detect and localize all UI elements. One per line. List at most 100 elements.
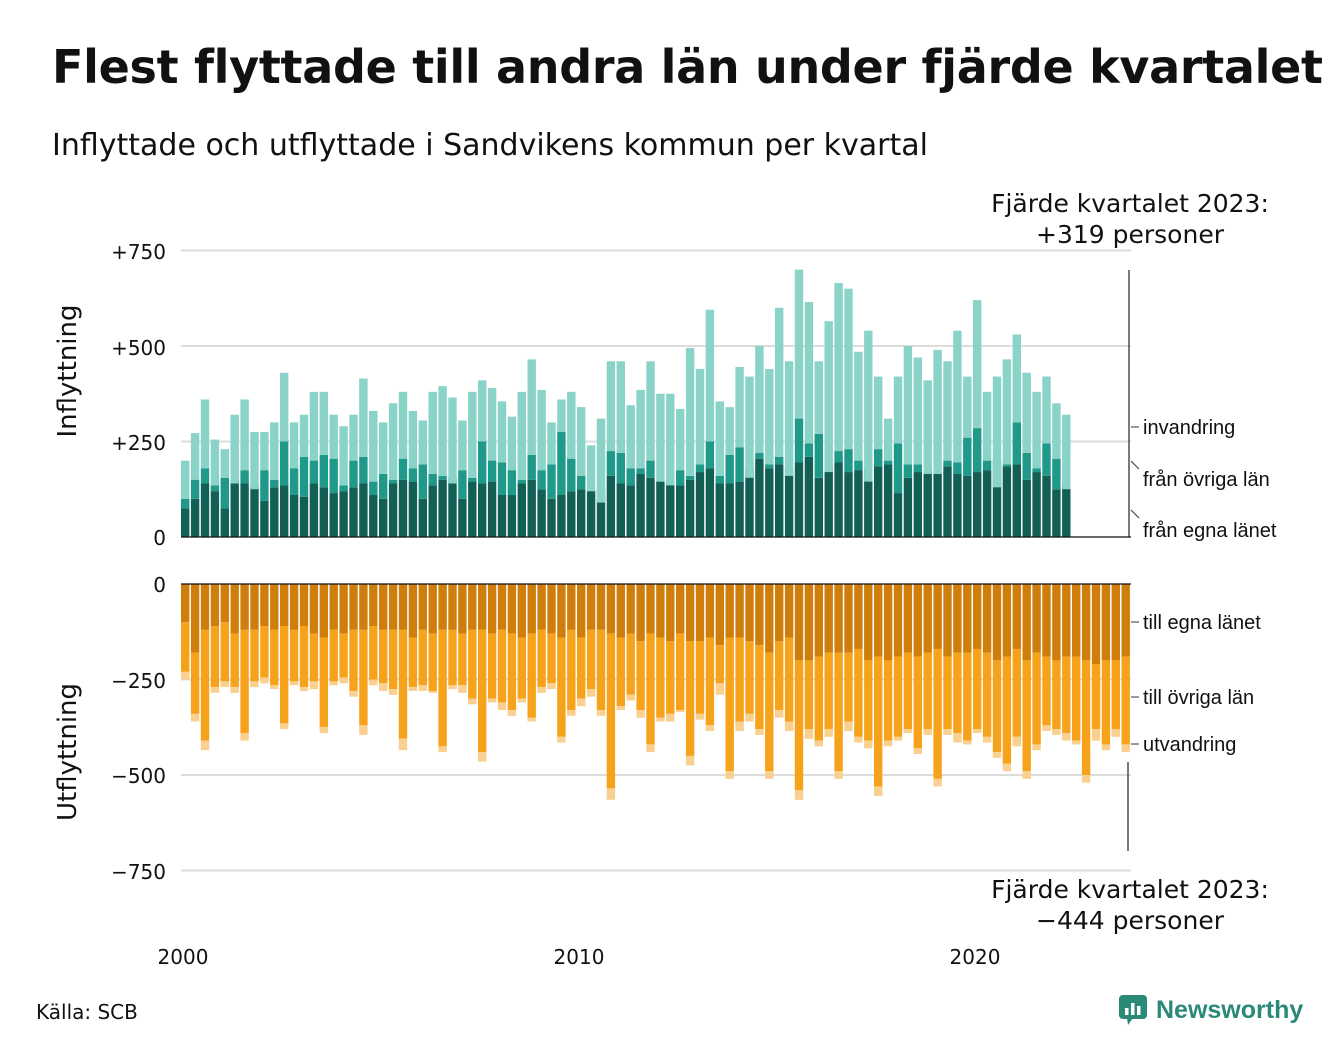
bar-in-invandring-28	[458, 420, 467, 471]
bar-in-egna-7	[250, 485, 259, 537]
bar-in-egna-64	[814, 477, 823, 537]
bar-in-ovriga-51	[685, 475, 695, 480]
bar-out-ovriga-8	[260, 626, 269, 678]
bar-out-utvandring-80	[973, 729, 982, 733]
bar-in-egna-20	[379, 498, 388, 537]
bar-out-ovriga-35	[527, 633, 536, 718]
bar-out-egna-40	[577, 584, 586, 638]
bar-out-utvandring-11	[289, 681, 299, 686]
bar-out-egna-0	[181, 584, 190, 623]
bar-in-egna-8	[260, 500, 269, 537]
bar-out-utvandring-52	[695, 713, 705, 720]
bar-in-invandring-82	[992, 376, 1002, 488]
bar-out-egna-80	[973, 584, 982, 649]
bar-out-egna-89	[1062, 584, 1071, 657]
bar-out-egna-32	[497, 584, 507, 630]
bar-in-egna-9	[270, 487, 279, 537]
label-fran-ovriga-lan: från övriga län	[1143, 469, 1270, 491]
bar-in-egna-44	[616, 483, 625, 537]
bar-in-egna-50	[676, 485, 685, 537]
bar-out-ovriga-77	[943, 656, 952, 730]
bar-out-ovriga-34	[517, 637, 526, 699]
bar-in-invandring-55	[725, 407, 734, 455]
bar-in-egna-87	[1042, 475, 1051, 537]
bar-in-egna-73	[903, 477, 913, 537]
bar-in-invandring-40	[577, 407, 586, 476]
bar-out-egna-57	[745, 584, 754, 642]
bar-out-egna-35	[527, 584, 536, 634]
bar-out-utvandring-16	[339, 677, 348, 684]
bar-out-ovriga-90	[1072, 656, 1081, 741]
bar-in-egna-57	[745, 468, 754, 537]
bar-out-utvandring-26	[438, 746, 447, 753]
bar-out-ovriga-60	[775, 641, 784, 711]
bar-in-ovriga-80	[973, 428, 982, 473]
bar-in-invandring-29	[468, 391, 477, 478]
bar-in-ovriga-21	[388, 479, 398, 484]
bar-out-egna-70	[874, 584, 883, 657]
bar-out-egna-44	[616, 584, 625, 638]
bar-in-egna-39	[567, 491, 576, 537]
bar-in-egna-2	[200, 483, 210, 537]
bar-out-utvandring-12	[299, 687, 309, 691]
ytick-out-500: −500	[111, 764, 166, 788]
bar-in-ovriga-62	[794, 418, 804, 463]
bar-in-ovriga-54	[715, 475, 724, 484]
bar-out-egna-37	[547, 584, 556, 634]
bar-out-utvandring-68	[854, 736, 863, 743]
bar-in-egna-56	[735, 481, 744, 537]
bar-out-utvandring-46	[636, 710, 645, 718]
bar-in-egna-69	[864, 468, 873, 537]
newsworthy-logo-text: Newsworthy	[1156, 995, 1304, 1024]
bar-out-ovriga-51	[685, 641, 695, 756]
bar-in-ovriga-8	[260, 470, 269, 501]
bar-out-egna-4	[220, 584, 229, 623]
bar-in-ovriga-23	[408, 468, 418, 482]
bar-in-egna-48	[656, 481, 665, 537]
bar-out-utvandring-90	[1072, 740, 1081, 745]
bar-out-egna-47	[646, 584, 655, 634]
bar-out-utvandring-47	[646, 744, 655, 753]
bar-in-egna-60	[775, 464, 784, 537]
bar-in-ovriga-47	[646, 460, 655, 478]
bar-in-invandring-13	[309, 391, 319, 461]
bar-in-egna-88	[1052, 489, 1061, 537]
bar-in-ovriga-88	[1052, 458, 1061, 490]
newsworthy-logo[interactable]: Newsworthy	[1118, 994, 1303, 1026]
bar-in-invandring-7	[250, 431, 259, 490]
bar-out-utvandring-64	[814, 740, 823, 747]
bar-in-egna-78	[953, 473, 962, 537]
bar-out-utvandring-1	[190, 713, 200, 722]
bar-in-invandring-34	[517, 391, 526, 480]
bar-out-ovriga-24	[418, 629, 427, 686]
xtick-2010: 2010	[554, 945, 605, 969]
bar-in-invandring-63	[804, 302, 814, 444]
bar-out-ovriga-44	[616, 637, 625, 707]
bar-out-egna-81	[982, 584, 992, 653]
bar-in-invandring-64	[814, 361, 823, 434]
bar-in-invandring-25	[428, 391, 437, 474]
bar-out-egna-79	[963, 584, 972, 653]
bar-out-egna-95	[1121, 584, 1130, 657]
bar-out-utvandring-57	[745, 713, 754, 722]
bar-in-invandring-16	[339, 426, 348, 486]
bar-out-utvandring-67	[844, 721, 853, 732]
bar-in-invandring-84	[1012, 334, 1021, 423]
bar-out-egna-83	[1002, 584, 1012, 657]
bar-in-ovriga-64	[814, 433, 823, 478]
bar-in-egna-13	[309, 483, 319, 537]
bar-out-utvandring-54	[715, 683, 724, 695]
bar-in-invandring-65	[824, 321, 833, 473]
bar-in-egna-70	[874, 466, 883, 537]
bar-in-ovriga-2	[200, 468, 210, 484]
bar-out-utvandring-38	[557, 736, 566, 743]
bar-in-invandring-78	[953, 330, 962, 463]
bar-out-egna-42	[596, 584, 606, 630]
bar-in-invandring-15	[329, 414, 338, 459]
bar-out-ovriga-42	[596, 629, 606, 711]
bar-in-invandring-69	[864, 330, 873, 482]
bar-in-ovriga-32	[497, 462, 507, 495]
bar-out-egna-30	[478, 584, 487, 630]
bar-out-ovriga-84	[1012, 648, 1021, 737]
